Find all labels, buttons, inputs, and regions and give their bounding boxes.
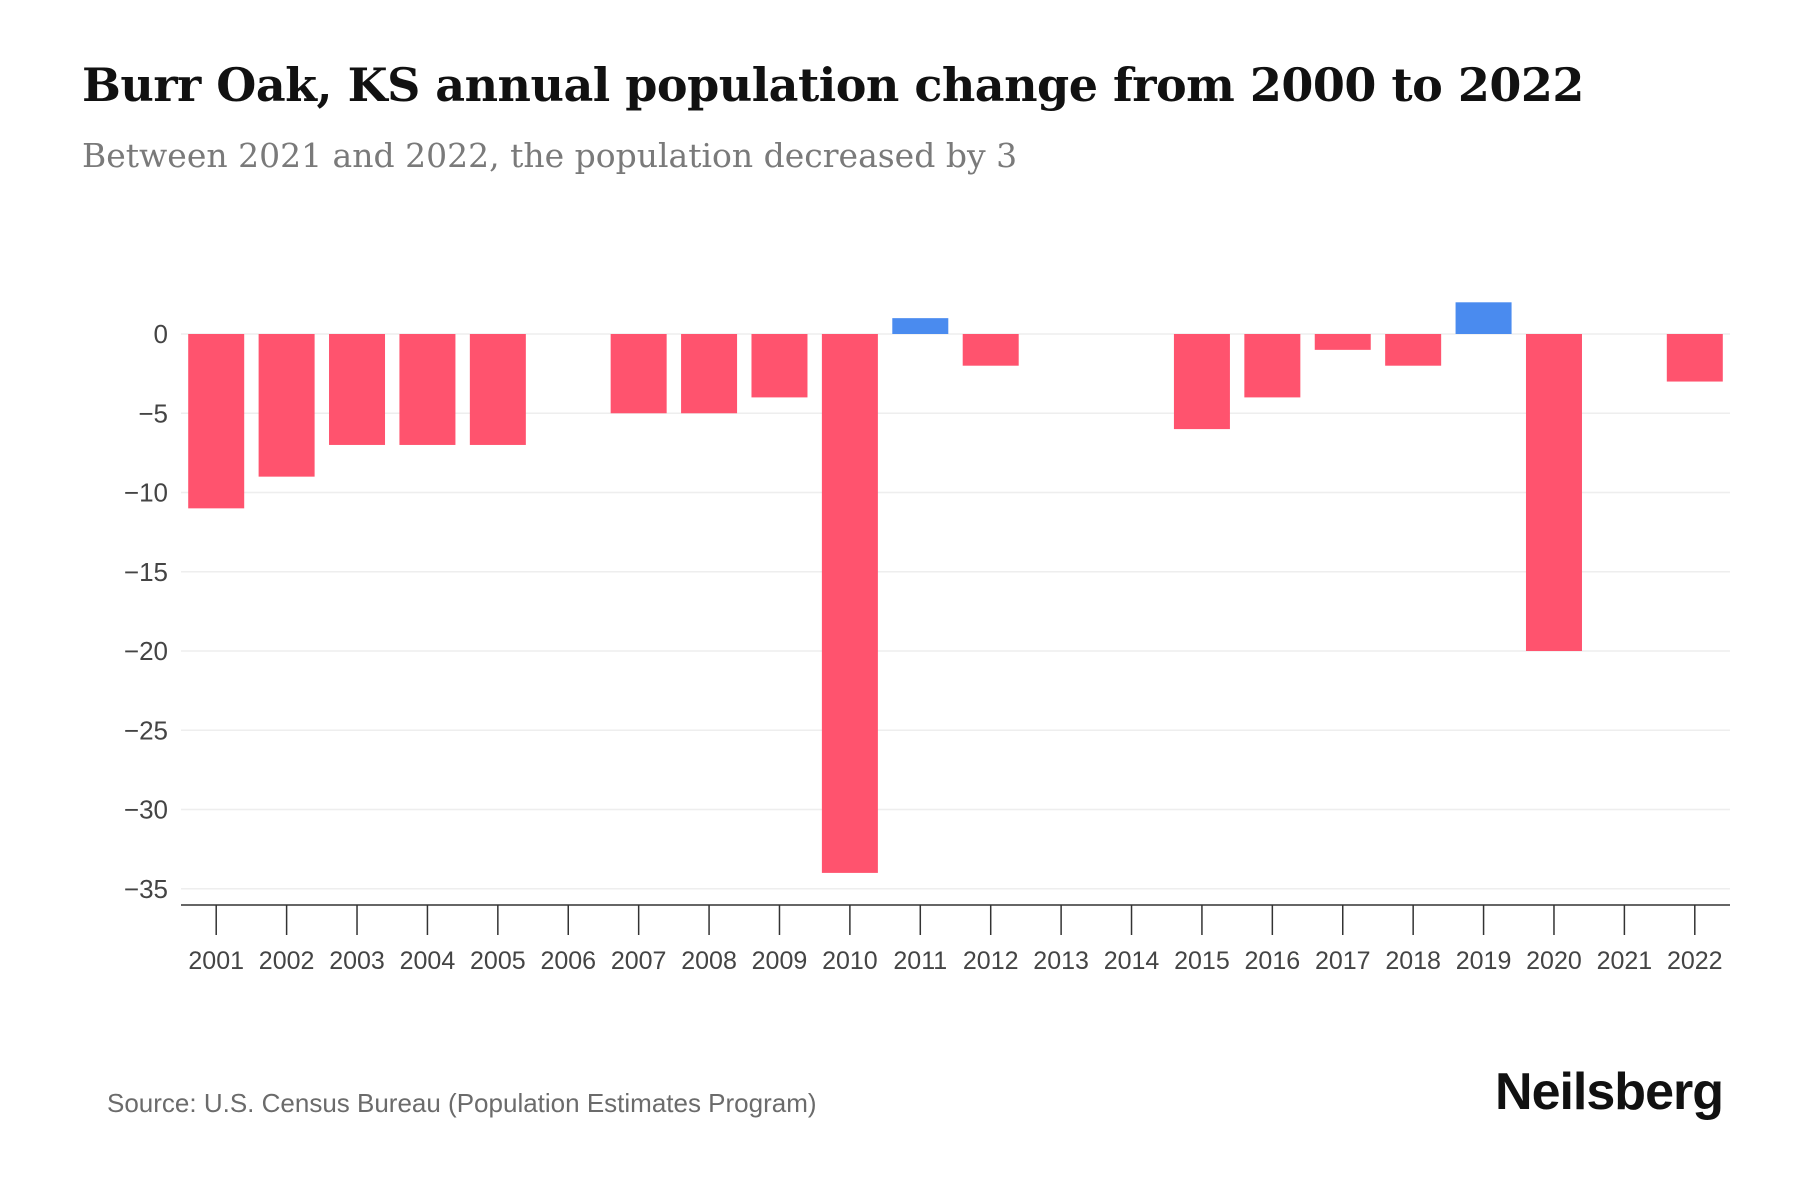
y-tick-label: −5 [138, 398, 168, 428]
bar-2008 [681, 334, 738, 414]
y-tick-label: −15 [124, 557, 168, 587]
source-note: Source: U.S. Census Bureau (Population E… [107, 1088, 817, 1118]
bar-2022 [1666, 334, 1723, 382]
x-tick-label: 2010 [822, 947, 878, 975]
bar-2019 [1455, 302, 1512, 334]
bar-2005 [469, 334, 526, 445]
x-tick-label: 2009 [752, 947, 808, 975]
x-tick-label: 2007 [611, 947, 667, 975]
y-tick-label: −25 [124, 715, 168, 745]
bar-2010 [821, 334, 878, 873]
x-tick-label: 2015 [1174, 947, 1230, 975]
x-tick-label: 2004 [400, 947, 456, 975]
bar-2012 [962, 334, 1019, 366]
x-tick-label: 2022 [1667, 947, 1723, 975]
x-tick-label: 2013 [1033, 947, 1089, 975]
x-tick-label: 2020 [1526, 947, 1582, 975]
bar-2011 [892, 318, 949, 334]
bar-2003 [329, 334, 386, 445]
y-tick-label: −20 [124, 636, 168, 666]
bar-2017 [1314, 334, 1371, 350]
bars [188, 302, 1723, 873]
bar-2009 [751, 334, 808, 398]
x-tick-label: 2017 [1315, 947, 1371, 975]
x-tick-label: 2008 [681, 947, 737, 975]
y-axis-tick-labels: 0 −5 −10 −15 −20 −25 −30 −35 [124, 319, 168, 904]
x-tick-label: 2012 [963, 947, 1019, 975]
x-tick-label: 2016 [1245, 947, 1301, 975]
chart-subtitle: Between 2021 and 2022, the population de… [82, 136, 1018, 175]
x-tick-label: 2014 [1104, 947, 1160, 975]
bar-2018 [1385, 334, 1442, 366]
x-tick-label: 2001 [188, 947, 244, 975]
chart-title: Burr Oak, KS annual population change fr… [82, 58, 1584, 112]
bar-2004 [399, 334, 456, 445]
bar-chart: 0−5−10−15−20−25−30−35 2001 2002 2003 2004 20… [124, 302, 1730, 975]
x-tick-label: 2018 [1385, 947, 1441, 975]
x-tick-label: 2011 [893, 947, 947, 975]
bar-2007 [610, 334, 667, 414]
bar-2002 [258, 334, 315, 477]
x-axis [181, 904, 1730, 935]
y-tick-label: 0 [154, 319, 168, 349]
bar-2015 [1173, 334, 1230, 430]
y-tick-label: −30 [124, 795, 168, 825]
x-tick-label: 2003 [329, 947, 385, 975]
bar-2016 [1244, 334, 1301, 398]
bar-2020 [1525, 334, 1582, 651]
brand-logo: Neilsberg [1495, 1063, 1724, 1121]
x-tick-label: 2021 [1597, 947, 1653, 975]
y-tick-label: −35 [124, 874, 168, 904]
x-tick-label: 2002 [259, 947, 315, 975]
bar-2001 [188, 334, 245, 509]
y-tick-label: −10 [124, 478, 168, 508]
x-tick-label: 2006 [540, 947, 596, 975]
gridlines [181, 333, 1730, 890]
x-tick-label: 2019 [1456, 947, 1512, 975]
x-tick-label: 2005 [470, 947, 526, 975]
x-axis-tick-labels: 2001 2002 2003 2004 2005 2006 2007 2008 2009 2010… [188, 947, 1722, 975]
